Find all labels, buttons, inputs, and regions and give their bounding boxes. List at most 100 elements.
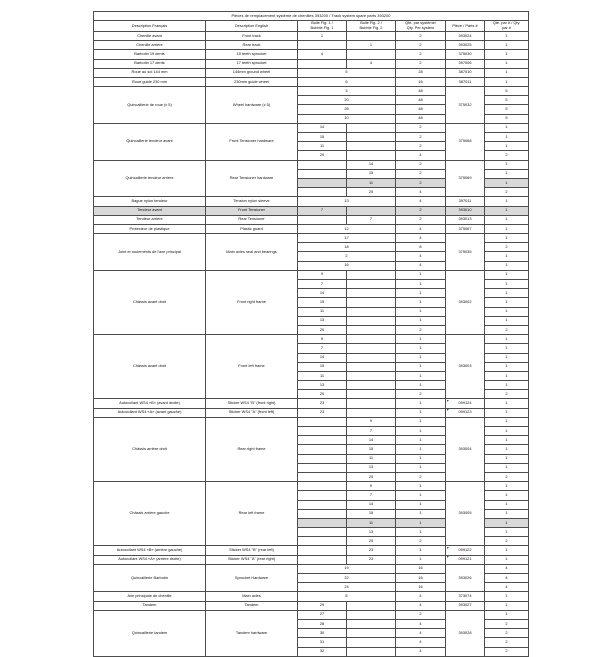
col-header-qty-system: Qté. par système/Qty. Per system bbox=[395, 20, 446, 32]
cell-part-no: 099121 bbox=[445, 554, 485, 565]
table-row: 15 2 1 bbox=[94, 168, 530, 179]
cell-part-no: 375035 bbox=[445, 233, 485, 271]
cell-qty-system: 4 bbox=[395, 196, 446, 207]
cell-desc-fr: Châssis arrière gauche bbox=[93, 481, 206, 547]
cell-qty-per: 2 bbox=[483, 471, 530, 483]
cell-qty-system: 2 bbox=[395, 131, 446, 143]
cell-qty-per: 1 bbox=[483, 223, 530, 235]
cell-bubble-1: 7 bbox=[297, 343, 347, 354]
cell-bubble-1: 14 bbox=[297, 352, 347, 363]
cell-bubble-2 bbox=[346, 122, 396, 134]
table-row: 20 4 2 bbox=[94, 150, 530, 161]
cell-bubble-1: 9 bbox=[297, 334, 347, 345]
cell-qty-system: 1 bbox=[395, 407, 446, 418]
cell-desc-fr: Protecteur de plastique bbox=[93, 223, 206, 235]
cell-desc-en: Front left frame bbox=[205, 334, 298, 400]
cell-bubble-2 bbox=[346, 30, 396, 42]
cell-part-no: 375068 bbox=[445, 122, 485, 161]
cell-bubble-span: 22 bbox=[297, 572, 396, 584]
cell-qty-per: 2 bbox=[483, 618, 530, 630]
cell-bubble-2: 11 bbox=[346, 517, 396, 529]
cell-qty-system: 1 bbox=[395, 416, 446, 428]
cell-qty-system: 48 bbox=[395, 104, 446, 115]
cell-part-no: 393003 bbox=[445, 334, 485, 400]
cell-bubble-2 bbox=[346, 205, 396, 216]
table-row: 15 1 1 bbox=[94, 361, 530, 372]
cell-qty-system: 4 bbox=[395, 150, 446, 161]
cell-desc-fr: Châssis arrière droit bbox=[93, 416, 206, 483]
cell-qty-system: 16 bbox=[395, 563, 446, 575]
cell-qty-per: 1 bbox=[483, 352, 530, 363]
cell-desc-en: Rear Tensioner hardware bbox=[205, 159, 298, 198]
cell-bubble-2 bbox=[346, 352, 396, 363]
cell-bubble-1: 27 bbox=[297, 609, 347, 620]
cell-qty-per: 1 bbox=[483, 545, 530, 556]
cell-qty-system: 1 bbox=[395, 425, 446, 437]
cell-bubble-1: 14 bbox=[297, 122, 347, 134]
cell-bubble-2: 23 bbox=[346, 554, 396, 565]
cell-bubble-2 bbox=[346, 618, 396, 630]
table-row: Roue au sol 144 mm 144mm ground wheel 5 28 3… bbox=[93, 67, 530, 78]
cell-qty-system: 2 bbox=[395, 205, 446, 216]
table-row: Joint et roulements de l'axe principal Ma… bbox=[93, 233, 530, 271]
cell-desc-fr: Tandem bbox=[93, 600, 206, 611]
cell-bubble-2: 7 bbox=[346, 214, 396, 225]
cell-desc-en: Plastic guard bbox=[205, 223, 298, 235]
cell-desc-en: Front right frame bbox=[205, 269, 298, 336]
cell-bubble-2 bbox=[346, 343, 396, 354]
cell-bubble-span: 2 bbox=[297, 251, 396, 262]
table-row: Barbotin 17 dents 17 teeth sprocket 4 2 3970… bbox=[93, 58, 530, 69]
cell-bubble-span: 3 bbox=[297, 86, 396, 97]
table-row: 11 2 1 bbox=[93, 177, 530, 189]
cell-bubble-1: 20 bbox=[297, 150, 347, 161]
cell-bubble-1: 13 bbox=[297, 315, 347, 326]
cell-qty-per: 1 bbox=[483, 67, 530, 78]
cell-bubble-1: 11 bbox=[297, 306, 347, 317]
cell-qty-per: 1 bbox=[483, 306, 530, 317]
cell-part-no: 375032 bbox=[445, 86, 485, 124]
cell-part-no: 099124 bbox=[445, 398, 485, 409]
cell-qty-per: 1 bbox=[483, 370, 530, 382]
cell-qty-per: 5 bbox=[483, 113, 530, 124]
cell-part-no: 375030 bbox=[445, 49, 485, 60]
cell-qty-per: 1 bbox=[483, 49, 530, 60]
cell-qty-system: 2 bbox=[395, 389, 446, 400]
cell-bubble-2: 13 bbox=[346, 462, 396, 473]
cell-bubble-1: 11 bbox=[297, 141, 347, 152]
table-row: Châssis avant droit Front left frame 9 1 393… bbox=[93, 334, 530, 400]
cell-bubble-1: 4 bbox=[297, 49, 347, 60]
cell-part-no: 393027 bbox=[445, 600, 485, 611]
cell-bubble-2 bbox=[346, 609, 396, 620]
cell-bubble-2 bbox=[346, 646, 396, 657]
cell-qty-system: 4 bbox=[395, 637, 446, 648]
cell-part-no: 375067 bbox=[445, 223, 485, 235]
cell-bubble-2: 1 bbox=[346, 40, 396, 51]
cell-qty-per: 1 bbox=[483, 517, 530, 529]
cell-qty-per: 1 bbox=[483, 269, 530, 281]
table-row: 20 2 2 bbox=[94, 536, 530, 547]
cell-bubble-2 bbox=[346, 380, 396, 391]
cell-bubble-1: 13 bbox=[297, 380, 347, 391]
cell-bubble-1 bbox=[297, 536, 347, 547]
cell-desc-en: Sticker WS4 "A" (rear right) bbox=[205, 554, 298, 565]
cell-qty-per: 1 bbox=[483, 554, 530, 565]
document-title: Pièces de remplacement système de chenil… bbox=[92, 10, 530, 22]
cell-desc-fr: Quincaillerie tendeur arrière bbox=[93, 159, 206, 198]
cell-qty-system: 1 bbox=[395, 481, 446, 492]
cell-bubble-1: 15 bbox=[297, 361, 347, 372]
cell-bubble-2 bbox=[346, 49, 396, 60]
cell-qty-per: 1 bbox=[483, 453, 530, 464]
cell-qty-system: 2 bbox=[395, 214, 446, 225]
col-header-part-no: Pièce / Parts # bbox=[445, 20, 485, 32]
cell-part-no: 387010 bbox=[445, 67, 485, 78]
table-row: Tendeur arrière Rear Tensioner 7 2 393013 1 bbox=[93, 214, 530, 225]
cell-bubble-2: 20 bbox=[346, 471, 396, 483]
cell-qty-system: 1 bbox=[395, 306, 446, 317]
cell-desc-en: 19 teeth sprocket bbox=[205, 49, 298, 60]
col-header-desc-en: Description English bbox=[205, 20, 298, 32]
cell-desc-fr: Châssis avant droit bbox=[93, 334, 206, 400]
table-row: 22 16 4 bbox=[94, 572, 530, 584]
cell-bubble-1: 15 bbox=[297, 297, 347, 308]
cell-qty-per: 4 bbox=[483, 582, 530, 593]
cell-qty-per: 4 bbox=[483, 563, 530, 575]
